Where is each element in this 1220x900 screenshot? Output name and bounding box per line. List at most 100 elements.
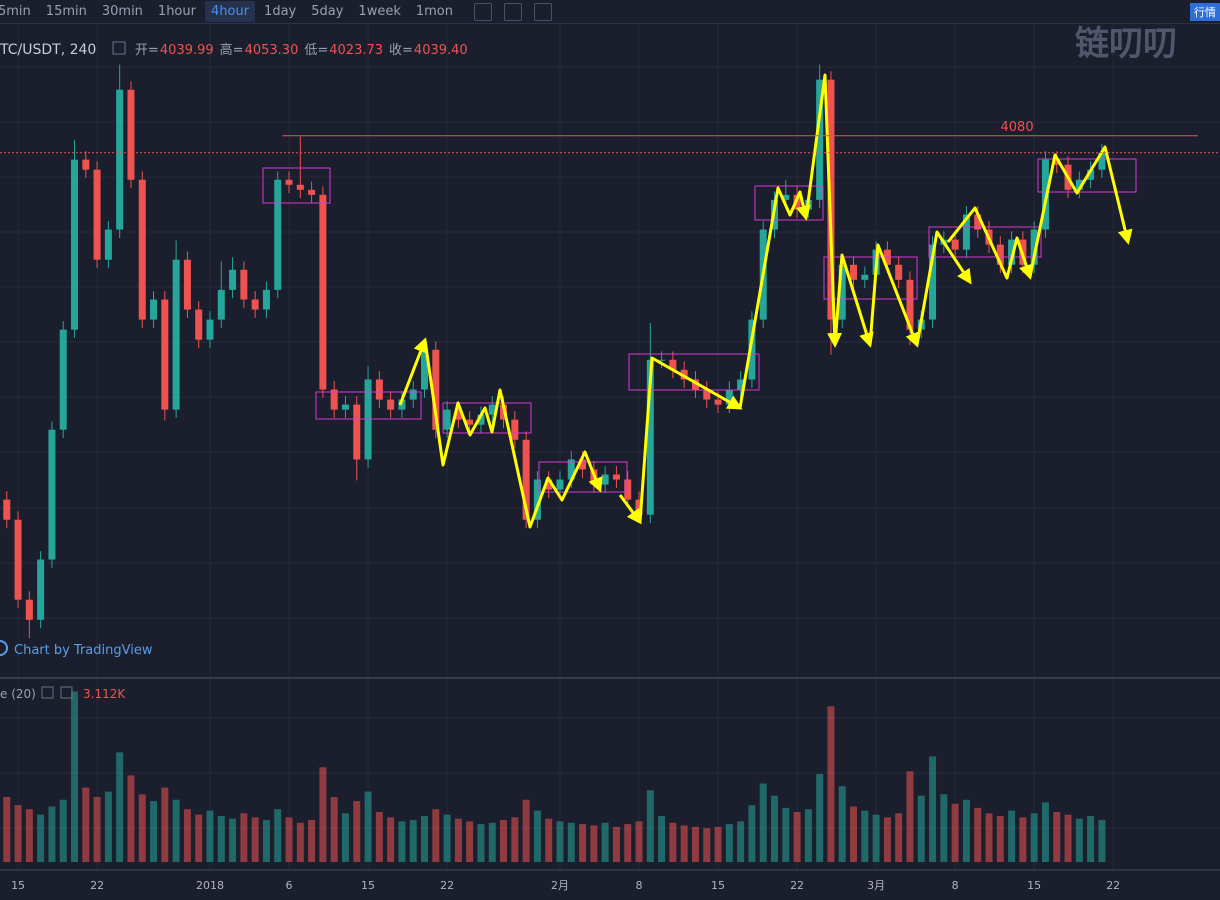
candle-body: [488, 404, 496, 415]
volume-bar: [703, 828, 711, 862]
interval-button[interactable]: 1hour: [157, 4, 196, 19]
interval-button[interactable]: 5min: [0, 4, 31, 19]
volume-bar: [793, 811, 801, 862]
candle-body: [14, 519, 22, 600]
candle-body: [229, 269, 237, 290]
ohlc-label: 高=: [220, 42, 244, 58]
volume-bar: [714, 826, 722, 862]
volume-bar: [127, 775, 135, 862]
range-boxes: [262, 158, 1137, 493]
volume-bar: [217, 815, 225, 862]
horizontal-grid: [0, 66, 1220, 829]
candle-body: [341, 404, 349, 410]
volume-bar: [229, 818, 237, 862]
candle-body: [624, 479, 632, 500]
candle-body: [1053, 159, 1061, 165]
candle-body: [522, 439, 530, 520]
candle-body: [432, 349, 440, 430]
candle-body: [3, 499, 11, 520]
candle-body: [353, 404, 361, 460]
ohlc-readout: 开= 4039.99 高= 4053.30 低= 4023.73 收= 4039.40: [135, 42, 468, 58]
ohlc-label: 低=: [304, 43, 328, 58]
volume-bar: [262, 820, 270, 862]
volume-bar: [37, 814, 45, 862]
x-tick-label: 15: [711, 879, 725, 892]
x-tick-label: 22: [90, 879, 104, 892]
volume-bar: [1041, 802, 1049, 862]
x-tick-label: 22: [440, 879, 454, 892]
volume-bar: [929, 756, 937, 862]
volume-bar: [635, 821, 643, 862]
toolbar: 5min 15min 30min 1hour 4hour 1day 5day 1week 1mo…: [0, 0, 1220, 24]
volume-bar: [477, 824, 485, 862]
x-tick-label: 15: [1027, 879, 1041, 892]
fullscreen-icon[interactable]: [534, 2, 552, 21]
volume-bar: [1030, 813, 1038, 862]
candle-body: [82, 159, 90, 170]
candle-body: [1075, 179, 1083, 190]
interval-button[interactable]: 1week: [358, 4, 401, 19]
volume-bar: [872, 814, 880, 862]
credit[interactable]: Chart by TradingView: [14, 643, 153, 658]
volume-bar: [691, 826, 699, 862]
candle-body: [398, 399, 406, 410]
volume-close[interactable]: [60, 686, 73, 699]
candle-body: [646, 359, 654, 515]
x-tick-label: 22: [790, 879, 804, 892]
indicator-icon[interactable]: [504, 2, 522, 21]
volume-bar: [387, 817, 395, 862]
volume-bar: [759, 783, 767, 862]
badge[interactable]: 行情: [1190, 3, 1220, 21]
volume-bar: [556, 821, 564, 862]
candle-body: [567, 459, 575, 480]
interval-button[interactable]: 5day: [311, 4, 344, 19]
volume-bar: [443, 814, 451, 862]
volume-settings[interactable]: [41, 686, 54, 699]
x-tick-label: 3月: [867, 879, 885, 892]
interval-button[interactable]: 30min: [101, 4, 143, 19]
volume-bar: [1053, 811, 1061, 862]
volume-bar: [432, 809, 440, 862]
candle-body: [172, 259, 180, 410]
candle-body: [25, 599, 33, 620]
volume-bar: [985, 813, 993, 862]
overlay: 4080: [0, 120, 1220, 154]
candle-body: [240, 269, 248, 300]
volume-bar: [14, 805, 22, 862]
volume-bar: [567, 822, 575, 862]
volume-bar: [421, 815, 429, 862]
volume-bar: [240, 813, 248, 862]
interval-button[interactable]: 1mon: [415, 4, 453, 19]
interval-button[interactable]: 1day: [264, 4, 297, 19]
volume-bar: [917, 795, 925, 862]
x-tick-label: 8: [952, 879, 959, 892]
volume-bar: [274, 809, 282, 862]
candle-body: [545, 479, 553, 490]
candle-body: [454, 409, 462, 420]
candle-body: [421, 349, 429, 390]
interval-button[interactable]: 15min: [45, 4, 87, 19]
ohlc-value: 4039.99: [160, 43, 214, 58]
volume-bar: [1008, 810, 1016, 862]
volume-bar: [195, 814, 203, 862]
interval-button[interactable]: 4hour: [204, 1, 256, 22]
settings-icon[interactable]: [112, 41, 126, 55]
candle-body: [669, 359, 677, 370]
volume-bar: [398, 821, 406, 862]
volume-bar: [285, 817, 293, 862]
x-tick-label: 8: [636, 879, 643, 892]
volume-bar: [71, 691, 79, 862]
candle-body: [748, 319, 756, 380]
candle-body: [443, 409, 451, 430]
x-tick-label: 2月: [551, 879, 569, 892]
ohlc-label: 开=: [135, 43, 159, 58]
ohlc-label: 收=: [389, 43, 413, 58]
volume-bar: [1098, 819, 1106, 862]
volume-bar: [533, 810, 541, 862]
candle-body: [996, 244, 1004, 265]
volume-bar: [725, 824, 733, 862]
volume-bar: [466, 821, 474, 862]
chart-type-icon[interactable]: [474, 2, 492, 21]
candle-body: [262, 289, 270, 310]
